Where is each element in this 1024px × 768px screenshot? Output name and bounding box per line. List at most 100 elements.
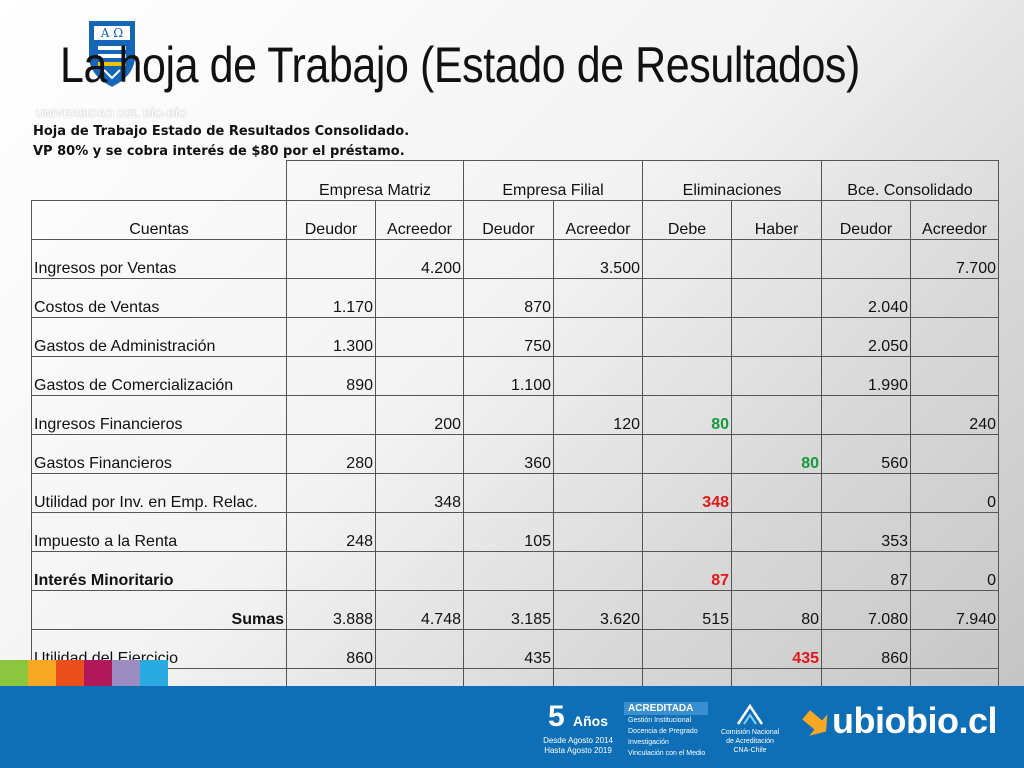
amount-cell: 248 — [286, 512, 376, 552]
account-label: Gastos de Comercialización — [31, 356, 287, 396]
color-strip-block — [0, 660, 28, 690]
amount-cell — [286, 239, 376, 279]
accreditation-item: Vinculación con el Medio — [628, 750, 706, 757]
table-row: Utilidad por Inv. en Emp. Relac. 348 348 0 — [31, 473, 999, 513]
amount-cell — [642, 239, 732, 279]
amount-cell: 87 — [821, 551, 911, 591]
table-row: Interés Minoritario 87 87 0 — [31, 551, 999, 591]
column-header-row: Cuentas Deudor Acreedor Deudor Acreedor … — [31, 200, 999, 240]
color-strip-block — [140, 660, 168, 690]
amount-cell — [553, 551, 643, 591]
amount-cell — [463, 551, 554, 591]
table-row: Gastos de Comercialización 890 1.100 1.990 — [31, 356, 999, 396]
amount-cell: 80 — [731, 434, 822, 474]
accreditation-badge: ACREDITADA Gestión Institucional Docenci… — [624, 702, 708, 762]
account-label: Costos de Ventas — [31, 278, 287, 318]
accreditation-item: Gestión Institucional — [628, 717, 692, 724]
cna-line-3: CNA-Chile — [733, 747, 767, 754]
column-header: Deudor — [821, 200, 911, 240]
amount-cell: 860 — [821, 629, 911, 669]
amount-cell: 360 — [463, 434, 554, 474]
amount-cell: 3.620 — [553, 590, 643, 630]
amount-cell: 1.300 — [286, 317, 376, 357]
corner-cell — [32, 161, 287, 201]
amount-cell — [731, 473, 822, 513]
site-link[interactable]: ubiobio.cl — [832, 700, 997, 741]
amount-cell — [375, 551, 464, 591]
column-header: Acreedor — [553, 200, 643, 240]
amount-cell — [375, 434, 464, 474]
amount-cell: 4.200 — [375, 239, 464, 279]
amount-cell — [553, 434, 643, 474]
amount-cell — [553, 356, 643, 396]
column-header: Acreedor — [375, 200, 464, 240]
amount-cell: 3.888 — [286, 590, 376, 630]
account-label: Ingresos Financieros — [31, 395, 287, 435]
cna-icon — [736, 704, 764, 725]
amount-cell — [731, 239, 822, 279]
amount-cell — [910, 278, 999, 318]
color-strip-block — [84, 660, 112, 690]
worksheet-table: Empresa Matriz Empresa Filial Eliminacio… — [31, 160, 999, 708]
table-row: Ingresos Financieros 200 120 80 240 — [31, 395, 999, 435]
group-header-row: Empresa Matriz Empresa Filial Eliminacio… — [32, 160, 999, 201]
svg-text:A Ω: A Ω — [100, 26, 123, 40]
amount-cell: 80 — [642, 395, 732, 435]
amount-cell — [731, 317, 822, 357]
amount-cell: 1.100 — [463, 356, 554, 396]
account-label: Gastos de Administración — [31, 317, 287, 357]
subtitle-line-1: Hoja de Trabajo Estado de Resultados Con… — [33, 124, 410, 139]
amount-cell: 0 — [910, 551, 999, 591]
amount-cell — [821, 239, 911, 279]
amount-cell — [463, 473, 554, 513]
color-strip-block — [28, 660, 56, 690]
slide-subtitle: Hoja de Trabajo Estado de Resultados Con… — [33, 122, 409, 162]
amount-cell: 7.940 — [910, 590, 999, 630]
table-row: Gastos Financieros 280 360 80 560 — [31, 434, 999, 474]
amount-cell — [286, 551, 376, 591]
table-row: Ingresos por Ventas 4.200 3.500 7.700 — [31, 239, 999, 279]
amount-cell: 3.185 — [463, 590, 554, 630]
account-label: Sumas — [31, 590, 287, 630]
group-bce-consolidado: Bce. Consolidado — [821, 160, 999, 201]
amount-cell — [375, 629, 464, 669]
column-header: Cuentas — [31, 200, 287, 240]
amount-cell: 890 — [286, 356, 376, 396]
account-label: Utilidad por Inv. en Emp. Relac. — [31, 473, 287, 513]
color-strip — [0, 660, 168, 690]
table-row: Sumas 3.888 4.748 3.185 3.620 515 80 7.080 7.940 — [31, 590, 999, 630]
amount-cell — [286, 473, 376, 513]
amount-cell: 870 — [463, 278, 554, 318]
amount-cell — [463, 239, 554, 279]
table-body: Ingresos por Ventas 4.200 3.500 7.700 Costos… — [31, 239, 999, 708]
amount-cell: 348 — [375, 473, 464, 513]
cna-line-1: Comisión Nacional — [720, 729, 780, 736]
amount-cell: 87 — [642, 551, 732, 591]
amount-cell — [286, 395, 376, 435]
slide-title: La hoja de Trabajo (Estado de Resultados… — [60, 37, 860, 93]
accreditation-header: ACREDITADA — [624, 702, 708, 715]
account-label: Gastos Financieros — [31, 434, 287, 474]
amount-cell — [731, 395, 822, 435]
amount-cell — [553, 473, 643, 513]
accreditation-item: Docencia de Pregrado — [628, 728, 698, 735]
amount-cell: 348 — [642, 473, 732, 513]
cna-logo: Comisión Nacional de Acreditación CNA-Ch… — [712, 704, 788, 762]
amount-cell — [553, 317, 643, 357]
table-row: Costos de Ventas 1.170 870 2.040 — [31, 278, 999, 318]
amount-cell — [375, 512, 464, 552]
amount-cell: 2.050 — [821, 317, 911, 357]
amount-cell — [731, 278, 822, 318]
amount-cell — [642, 278, 732, 318]
amount-cell — [553, 512, 643, 552]
amount-cell: 105 — [463, 512, 554, 552]
amount-cell: 3.500 — [553, 239, 643, 279]
amount-cell: 1.990 — [821, 356, 911, 396]
amount-cell: 860 — [286, 629, 376, 669]
amount-cell: 4.748 — [375, 590, 464, 630]
amount-cell — [463, 395, 554, 435]
amount-cell — [910, 356, 999, 396]
column-header: Haber — [731, 200, 822, 240]
university-shield-icon: A Ω — [87, 19, 137, 90]
